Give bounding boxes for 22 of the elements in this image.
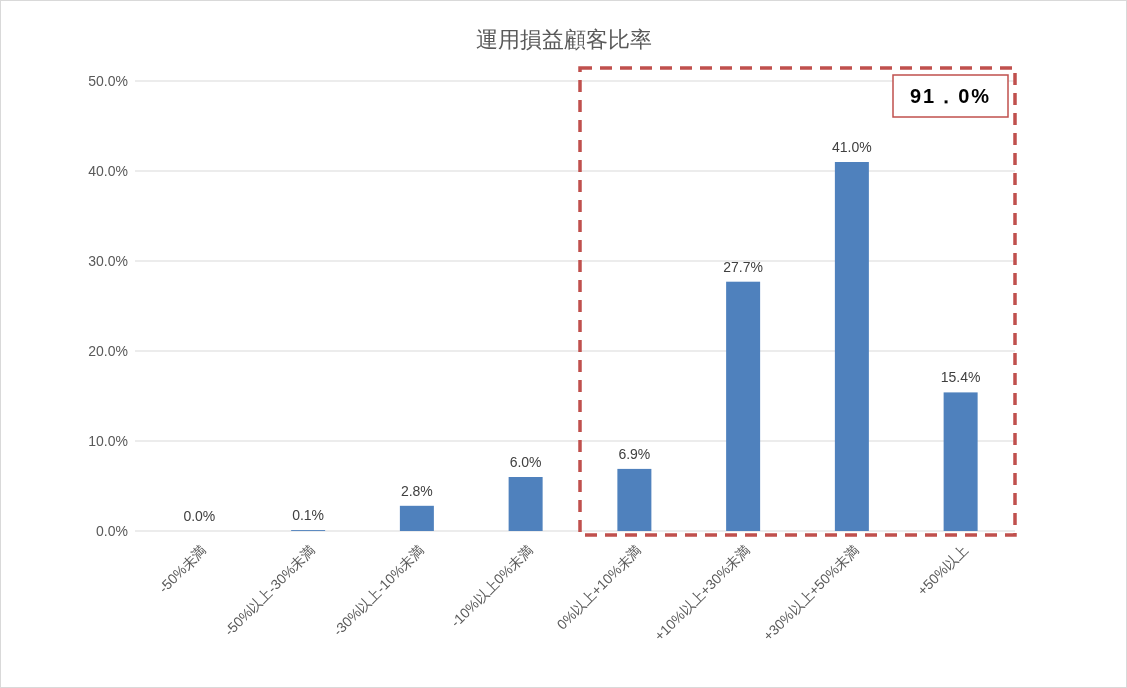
chart-title: 運用損益顧客比率	[475, 27, 652, 52]
y-tick-label: 50.0%	[88, 73, 128, 89]
y-tick-label: 0.0%	[96, 523, 128, 539]
data-label: 2.8%	[400, 482, 433, 499]
y-tick-label: 30.0%	[88, 253, 128, 269]
bar	[399, 505, 434, 531]
bar	[508, 477, 543, 531]
data-label: 6.9%	[618, 445, 651, 462]
data-label: 0.1%	[292, 507, 325, 524]
y-tick-label: 10.0%	[88, 433, 128, 449]
y-tick-label: 40.0%	[88, 163, 128, 179]
data-label: 27.7%	[723, 258, 763, 275]
annotation: 91．0%	[909, 85, 992, 107]
data-label: 41.0%	[832, 139, 872, 155]
bar	[726, 281, 761, 531]
data-label: 15.4%	[940, 369, 981, 386]
data-label: 0.0%	[183, 508, 216, 524]
bar	[617, 468, 652, 531]
bar	[943, 392, 978, 531]
y-tick-label: 20.0%	[88, 343, 128, 359]
bar	[834, 162, 869, 531]
data-label: 6.0%	[509, 454, 542, 470]
